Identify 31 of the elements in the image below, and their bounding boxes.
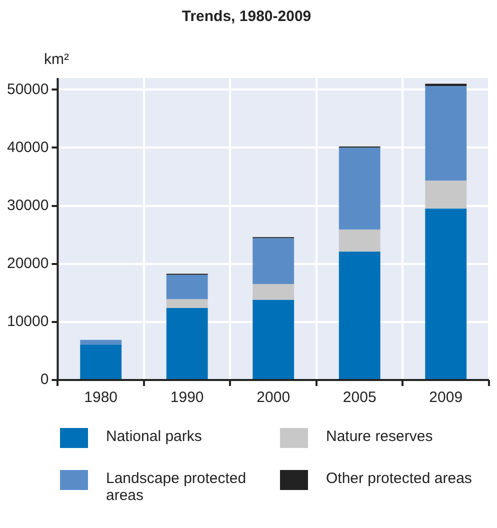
x-tick-label: 1990 xyxy=(170,389,204,406)
legend-label: Other protected areas xyxy=(326,470,472,487)
chart-title: Trends, 1980-2009 xyxy=(182,8,312,26)
bar xyxy=(166,299,208,308)
bar xyxy=(425,180,467,209)
legend-label: Nature reserves xyxy=(326,428,433,445)
legend-label: National parks xyxy=(106,428,202,445)
bar xyxy=(252,238,294,284)
bar xyxy=(338,230,380,252)
bar xyxy=(252,284,294,300)
y-tick-label: 50000 xyxy=(6,80,49,98)
y-tick-label: 40000 xyxy=(6,138,49,156)
y-tick-label: 20000 xyxy=(6,254,49,272)
x-tick-label: 1980 xyxy=(84,389,118,406)
bar xyxy=(166,308,208,379)
x-tick-label: 2009 xyxy=(429,389,463,406)
y-tick-label: 30000 xyxy=(6,196,49,214)
y-tick-label: 10000 xyxy=(6,313,49,330)
legend-label: Landscape protected areas xyxy=(106,470,248,504)
bar xyxy=(166,274,208,300)
bar xyxy=(80,344,122,379)
x-tick-label: 2000 xyxy=(256,389,290,406)
bar xyxy=(252,300,294,379)
bar xyxy=(425,86,467,181)
x-tick-label: 2005 xyxy=(342,389,376,406)
bar xyxy=(338,252,380,379)
bar xyxy=(425,208,467,379)
bar xyxy=(80,340,122,345)
bar xyxy=(338,148,380,230)
y-tick-label: 0 xyxy=(40,371,49,388)
y-axis-title: km² xyxy=(44,51,69,68)
